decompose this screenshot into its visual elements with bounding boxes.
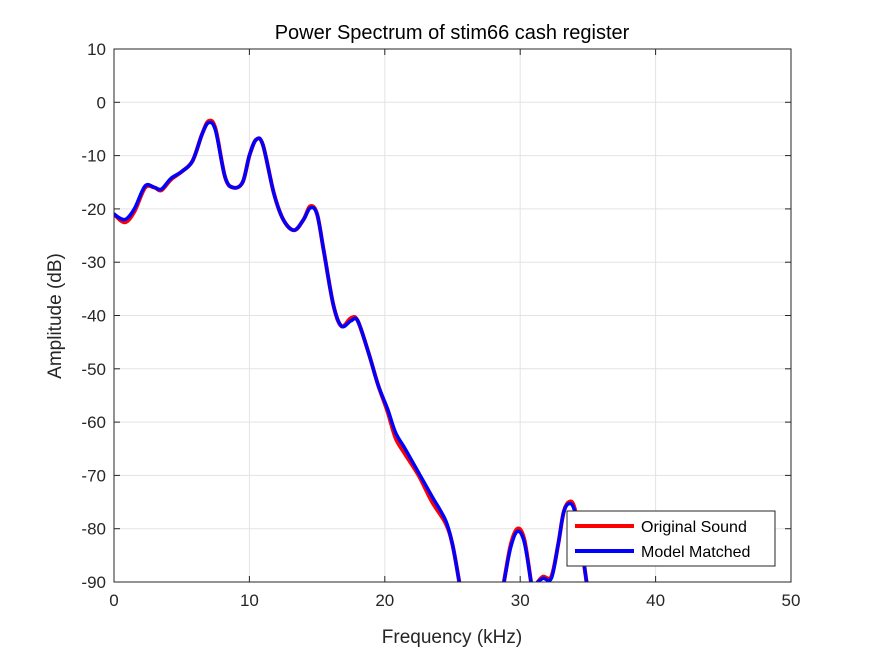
x-tick-label: 30 bbox=[511, 591, 530, 610]
legend-label-original-sound: Original Sound bbox=[641, 519, 747, 536]
series-line-model-matched bbox=[502, 529, 533, 582]
x-tick-label: 0 bbox=[109, 591, 118, 610]
series-line-model-matched bbox=[114, 120, 462, 582]
y-tick-label: -40 bbox=[81, 307, 106, 326]
y-tick-label: -60 bbox=[81, 413, 106, 432]
x-tick-label: 10 bbox=[240, 591, 259, 610]
y-tick-label: -20 bbox=[81, 200, 106, 219]
legend-label-model-matched: Model Matched bbox=[641, 544, 750, 561]
y-tick-label: -90 bbox=[81, 573, 106, 592]
y-tick-label: -50 bbox=[81, 360, 106, 379]
y-tick-label: -30 bbox=[81, 253, 106, 272]
legend[interactable]: Original Sound Model Matched bbox=[566, 510, 776, 567]
y-tick-label: -10 bbox=[81, 147, 106, 166]
y-tick-label: -70 bbox=[81, 466, 106, 485]
x-tick-label: 50 bbox=[782, 591, 801, 610]
axis-ticks: 0 10 20 30 40 50 10 0 -10 -20 -30 -40 -50 -60 -70 -80 -9… bbox=[81, 40, 800, 610]
chart-title: Power Spectrum of stim66 cash register bbox=[275, 22, 630, 44]
legend-box bbox=[566, 510, 776, 567]
y-tick-label: -80 bbox=[81, 520, 106, 539]
x-tick-label: 20 bbox=[375, 591, 394, 610]
y-axis-label: Amplitude (dB) bbox=[45, 253, 66, 379]
x-axis-label: Frequency (kHz) bbox=[382, 627, 522, 648]
y-tick-label: 0 bbox=[97, 93, 106, 112]
x-tick-label: 40 bbox=[646, 591, 665, 610]
y-tick-label: 10 bbox=[87, 40, 106, 59]
